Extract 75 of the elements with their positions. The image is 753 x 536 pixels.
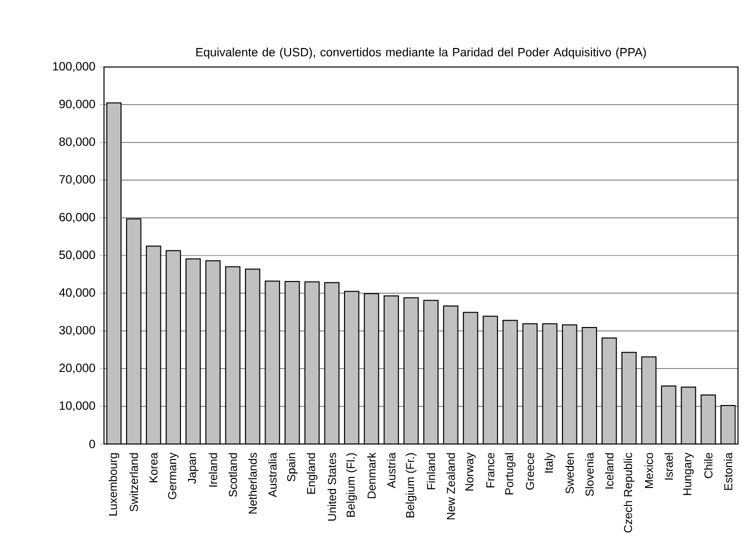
x-tick-label: Austria xyxy=(387,452,396,488)
x-tick-label: Estonia xyxy=(724,452,732,490)
bar xyxy=(680,386,696,444)
x-tick-label: Finland xyxy=(426,453,436,490)
bar xyxy=(661,385,676,444)
bar xyxy=(244,268,260,444)
x-tick-label: Greece xyxy=(526,452,534,490)
x-tick-label: France xyxy=(486,452,494,488)
bar xyxy=(700,394,716,444)
y-tick-label: 70,000 xyxy=(59,175,96,186)
bar xyxy=(166,250,181,444)
bar xyxy=(225,266,240,444)
chart-title: Equivalente de (USD), convertidos mediante la Paridad del Poder Adquisitivo (PPA) xyxy=(196,48,646,59)
x-tick-label: Hungary xyxy=(683,452,694,495)
x-tick-label: England xyxy=(306,453,318,494)
x-tick-label: Italy xyxy=(544,452,556,472)
bar xyxy=(502,320,518,444)
bar xyxy=(522,323,538,444)
bar xyxy=(462,312,478,444)
bar xyxy=(205,260,221,444)
x-tick-label: Sweden xyxy=(565,453,574,494)
x-tick-label: Belgium (Fr.) xyxy=(406,453,416,518)
x-tick-label: New Zealand xyxy=(446,453,455,520)
bar xyxy=(106,102,122,444)
bar xyxy=(542,323,558,444)
x-tick-label: Japan xyxy=(188,453,198,484)
bar xyxy=(423,300,439,444)
x-tick-label: Scotland xyxy=(228,453,238,497)
y-tick-label: 10,000 xyxy=(60,401,96,412)
y-tick-label: 100,000 xyxy=(53,62,96,72)
bar xyxy=(621,352,637,444)
bar xyxy=(284,281,300,444)
y-tick-label: 30,000 xyxy=(59,326,96,336)
x-tick-label: Korea xyxy=(150,452,158,482)
x-tick-label: Czech Republic xyxy=(624,452,634,532)
bar xyxy=(482,316,498,444)
bar xyxy=(562,324,578,444)
x-tick-label: Iceland xyxy=(605,453,614,488)
x-tick-label: United States xyxy=(328,452,336,521)
x-tick-label: Portugal xyxy=(504,453,516,494)
y-tick-label: 40,000 xyxy=(59,288,96,298)
x-tick-label: Ireland xyxy=(208,453,218,487)
bar xyxy=(146,246,162,444)
y-tick-label: 60,000 xyxy=(59,212,96,223)
x-tick-label: Belgium (Fl.) xyxy=(346,453,358,517)
y-tick-label: 80,000 xyxy=(59,137,96,148)
bar xyxy=(264,280,280,444)
x-tick-label: Israel xyxy=(664,453,673,480)
y-tick-label: 0 xyxy=(89,440,96,448)
bar xyxy=(443,306,458,444)
x-tick-label: Germany xyxy=(168,452,179,500)
bar xyxy=(384,295,399,444)
x-tick-label: Norway xyxy=(465,452,476,491)
bar xyxy=(126,218,142,444)
y-tick-label: 90,000 xyxy=(59,100,96,110)
x-tick-label: Slovenia xyxy=(585,452,594,496)
bar xyxy=(364,293,380,444)
bar xyxy=(641,356,656,444)
x-tick-label: Mexico xyxy=(644,452,654,488)
bar xyxy=(186,258,201,444)
bar xyxy=(403,297,419,444)
x-tick-label: Switzerland xyxy=(130,453,138,512)
y-tick-label: 50,000 xyxy=(59,250,96,260)
x-tick-label: Luxembourg xyxy=(108,453,120,516)
bar xyxy=(324,282,339,444)
x-tick-label: Spain xyxy=(286,453,298,482)
x-tick-label: Netherlands xyxy=(248,452,257,514)
bar xyxy=(582,327,598,444)
x-tick-label: Denmark xyxy=(367,452,376,498)
bar xyxy=(304,281,320,444)
bar xyxy=(344,290,360,444)
x-tick-label: Chile xyxy=(704,452,713,478)
y-tick-label: 20,000 xyxy=(59,364,96,374)
bar xyxy=(602,338,617,444)
x-tick-label: Australia xyxy=(268,452,277,498)
